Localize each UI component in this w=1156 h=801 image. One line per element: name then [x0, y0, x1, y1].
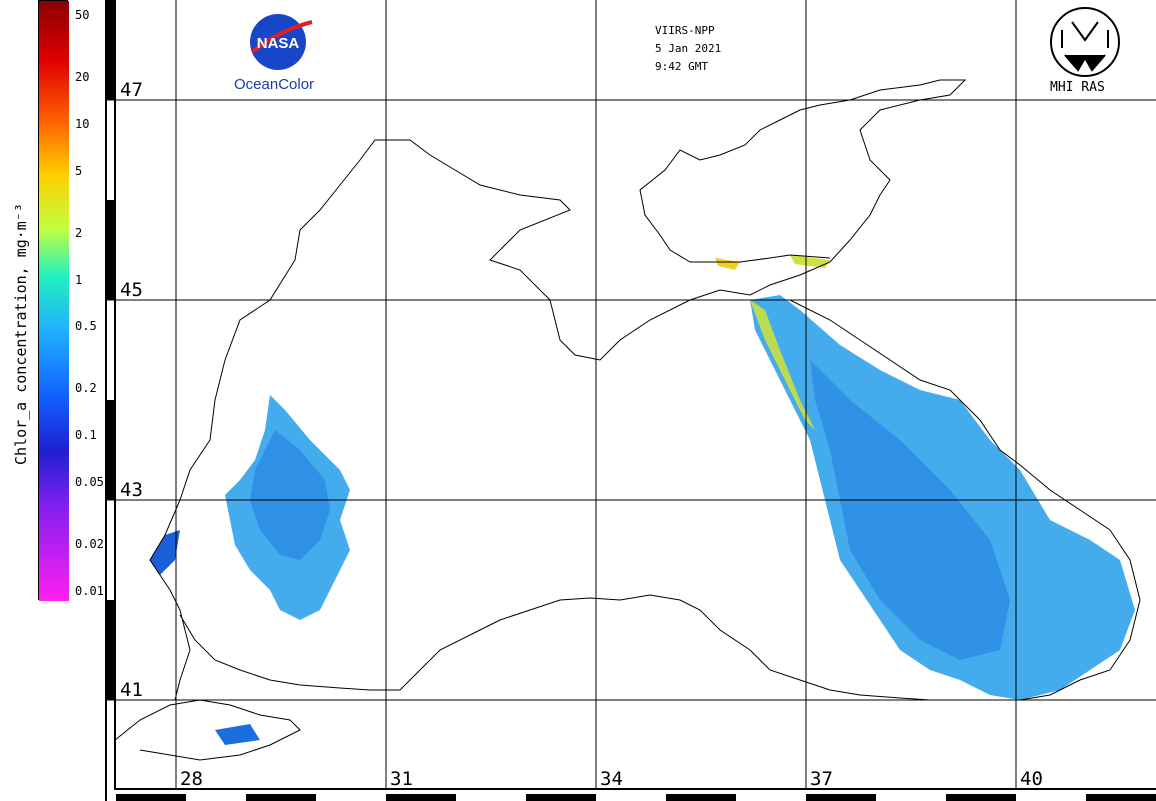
- chl-patch-east-yellow-rim: [750, 300, 815, 430]
- date-label: 5 Jan 2021: [655, 42, 722, 55]
- longitude-labels: 28 31 34 37 40: [180, 768, 1043, 790]
- colorbar-tick-label: 2: [75, 225, 83, 240]
- image-metadata: VIIRS-NPP 5 Jan 2021 9:42 GMT: [655, 22, 721, 76]
- lon-label-34: 34: [600, 768, 623, 790]
- map-frame: [105, 0, 1156, 801]
- mhi-logo: [1050, 7, 1120, 77]
- colorbar-tick-label: 1: [75, 272, 83, 287]
- map: 47 45 43 41 28 31 34 37 40 NASA: [105, 0, 1156, 801]
- lon-label-40: 40: [1020, 768, 1043, 790]
- oceancolor-label: OceanColor: [234, 76, 315, 93]
- lon-label-31: 31: [390, 768, 413, 790]
- chl-patch-kerch2: [790, 255, 830, 268]
- chlorophyll-patches: [150, 255, 1135, 745]
- colorbar-title: Chlor_a concentration, mg·m⁻³: [12, 203, 30, 465]
- time-label: 9:42 GMT: [655, 60, 708, 73]
- colorbar-tick-label: 50: [75, 8, 90, 22]
- chl-patch-kerch: [715, 258, 740, 270]
- chl-patch-east-inner: [810, 360, 1010, 660]
- lat-label-41: 41: [120, 679, 143, 701]
- colorbar-tick-label: 0.1: [75, 428, 97, 443]
- chl-patch-marmara: [215, 724, 260, 745]
- nasa-wordmark: NASA: [257, 35, 300, 52]
- colorbar-tick-label: 20: [75, 69, 90, 84]
- graticule: [105, 0, 1156, 790]
- chl-patch-west-inner: [250, 430, 330, 560]
- chl-patch-bosphorus: [150, 530, 180, 575]
- nasa-logo: NASA: [250, 14, 313, 70]
- lat-label-47: 47: [120, 79, 143, 101]
- colorbar-tick-label: 5: [75, 163, 83, 178]
- colorbar-tick-label: 0.2: [75, 381, 97, 396]
- mhi-ras-label: MHI RAS: [1050, 80, 1105, 95]
- latitude-labels: 47 45 43 41: [120, 79, 143, 701]
- colorbar-tick-label: 10: [75, 116, 90, 131]
- lon-label-28: 28: [180, 768, 203, 790]
- lat-label-43: 43: [120, 479, 143, 501]
- colorbar-tick-label: 0.01: [75, 584, 104, 598]
- lon-label-37: 37: [810, 768, 833, 790]
- marmara-coastline: [114, 699, 301, 761]
- colorbar-tick-label: 0.5: [75, 319, 97, 334]
- sensor-label: VIIRS-NPP: [655, 24, 715, 37]
- colorbar: [38, 0, 69, 601]
- lat-label-45: 45: [120, 279, 143, 301]
- colorbar-tick-label: 0.02: [75, 537, 104, 552]
- black-sea-coastline: [149, 79, 1141, 701]
- colorbar-tick-label: 0.05: [75, 475, 104, 490]
